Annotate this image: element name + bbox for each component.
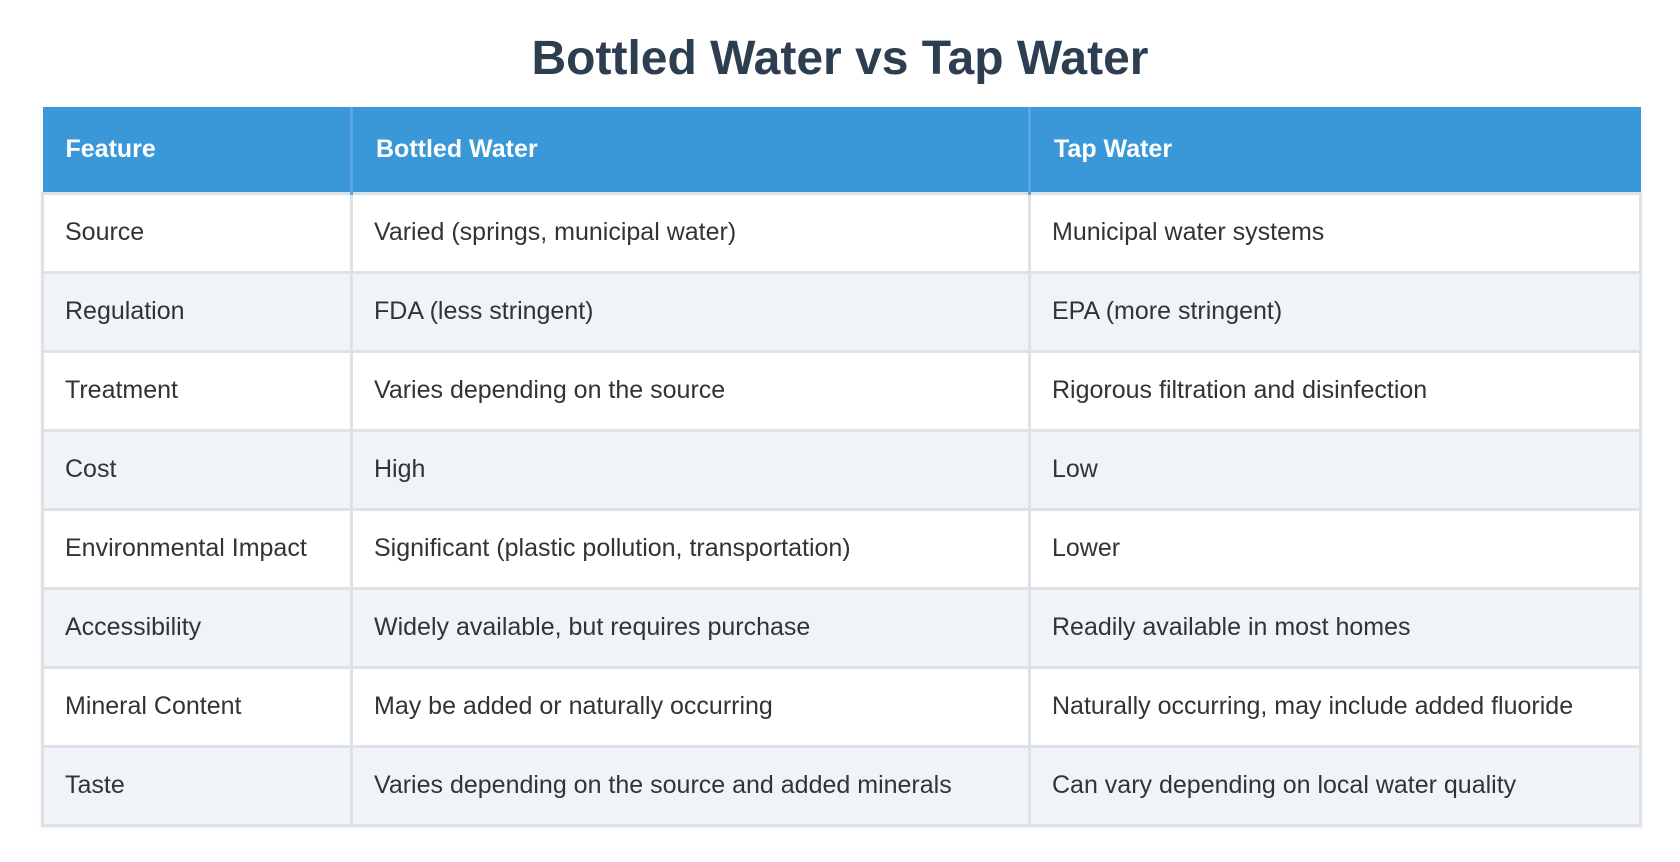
page-title: Bottled Water vs Tap Water: [531, 32, 1149, 85]
bottled-water-cell: Varies depending on the source: [350, 349, 1031, 432]
bottled-water-cell: FDA (less stringent): [350, 270, 1031, 353]
bottled-water-cell: Widely available, but requires purchase: [350, 586, 1031, 669]
table-row: Regulation FDA (less stringent) EPA (mor…: [41, 270, 1642, 353]
header-row: Feature Bottled Water Tap Water: [42, 107, 1641, 193]
feature-cell: Environmental Impact: [41, 507, 353, 590]
bottled-water-cell: Varied (springs, municipal water): [350, 191, 1031, 274]
tap-water-cell: Can vary depending on local water qualit…: [1028, 744, 1642, 827]
header-feature: Feature: [42, 107, 353, 193]
table-row: Taste Varies depending on the source and…: [41, 744, 1642, 827]
feature-cell: Cost: [41, 428, 353, 511]
tap-water-cell: Low: [1028, 428, 1642, 511]
bottled-water-cell: May be added or naturally occurring: [350, 665, 1031, 748]
bottled-water-cell: High: [350, 428, 1031, 511]
tap-water-cell: Naturally occurring, may include added f…: [1028, 665, 1642, 748]
feature-cell: Taste: [41, 744, 353, 827]
feature-cell: Mineral Content: [41, 665, 353, 748]
feature-cell: Source: [41, 191, 353, 274]
bottled-water-cell: Varies depending on the source and added…: [350, 744, 1031, 827]
tap-water-cell: EPA (more stringent): [1028, 270, 1642, 353]
tap-water-cell: Municipal water systems: [1028, 191, 1642, 274]
bottled-water-cell: Significant (plastic pollution, transpor…: [350, 507, 1031, 590]
table-row: Source Varied (springs, municipal water)…: [41, 191, 1642, 274]
feature-cell: Accessibility: [41, 586, 353, 669]
table-row: Accessibility Widely available, but requ…: [41, 586, 1642, 669]
table-row: Environmental Impact Significant (plasti…: [41, 507, 1642, 590]
feature-cell: Treatment: [41, 349, 353, 432]
tap-water-cell: Rigorous filtration and disinfection: [1028, 349, 1642, 432]
header-tap-water: Tap Water: [1029, 107, 1641, 193]
comparison-table-container: Feature Bottled Water Tap Water Source V…: [41, 107, 1642, 827]
table-row: Treatment Varies depending on the source…: [41, 349, 1642, 432]
tap-water-cell: Readily available in most homes: [1028, 586, 1642, 669]
tap-water-cell: Lower: [1028, 507, 1642, 590]
table-row: Mineral Content May be added or naturall…: [41, 665, 1642, 748]
feature-cell: Regulation: [41, 270, 353, 353]
comparison-table: Feature Bottled Water Tap Water Source V…: [41, 107, 1642, 827]
header-bottled-water: Bottled Water: [351, 107, 1031, 193]
table-body: Source Varied (springs, municipal water)…: [41, 191, 1642, 827]
table-row: Cost High Low: [41, 428, 1642, 511]
table-header: Feature Bottled Water Tap Water: [42, 107, 1641, 193]
